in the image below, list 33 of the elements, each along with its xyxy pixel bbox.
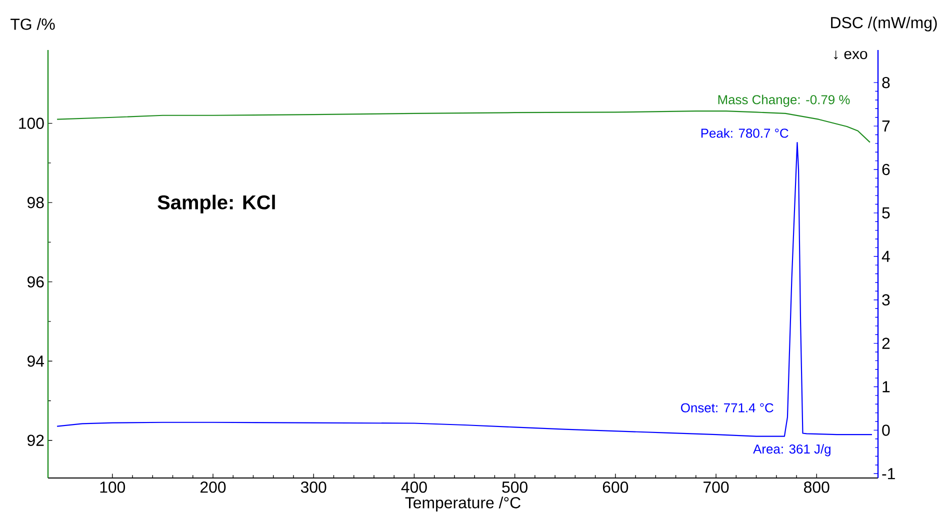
- y-axis-title: TG /%: [10, 18, 55, 30]
- x-tick-label: 500: [502, 482, 528, 493]
- x-tick-label: 100: [100, 482, 126, 493]
- annotation: Onset: 771.4 °C: [681, 403, 774, 412]
- annotation: Peak: 780.7 °C: [701, 128, 788, 138]
- line-series: [56, 110, 871, 143]
- y2-tick-label: 1: [882, 381, 890, 392]
- x-tick-label: 400: [401, 482, 427, 493]
- x-tick-label: 700: [704, 482, 729, 493]
- y-tick-label: 92: [28, 434, 44, 446]
- annotation: ↓ exo: [834, 50, 868, 60]
- x-axis-title: Temperature /°C: [405, 496, 520, 512]
- x-tick-label: 800: [804, 482, 830, 493]
- y2-tick-label: 7: [882, 120, 890, 132]
- y-tick-label: 94: [28, 355, 44, 367]
- y2-tick-label: 6: [882, 164, 890, 176]
- y2-tick-label: 2: [882, 338, 890, 349]
- y2-tick-label: 8: [882, 76, 890, 88]
- annotation: Area: 361 J/g: [753, 444, 830, 456]
- y2-tick-label: 4: [882, 250, 890, 262]
- y-tick-label: 100: [19, 118, 44, 129]
- annotation: Mass Change: -0.79 %: [718, 94, 850, 107]
- y-tick-label: 96: [28, 276, 44, 288]
- y2-tick-label: -1: [882, 468, 895, 480]
- y2-tick-label: 5: [882, 207, 890, 219]
- x-tick-label: 300: [300, 482, 326, 493]
- x-tick-label: 200: [200, 482, 226, 493]
- x-tick-label: 600: [602, 482, 628, 493]
- annotation: Sample: KCl: [158, 194, 275, 214]
- y2-axis-title: DSC /(mW/mg): [831, 16, 937, 32]
- y2-tick-label: 0: [882, 424, 890, 436]
- y2-tick-label: 3: [882, 294, 890, 306]
- y-tick-label: 98: [28, 196, 44, 208]
